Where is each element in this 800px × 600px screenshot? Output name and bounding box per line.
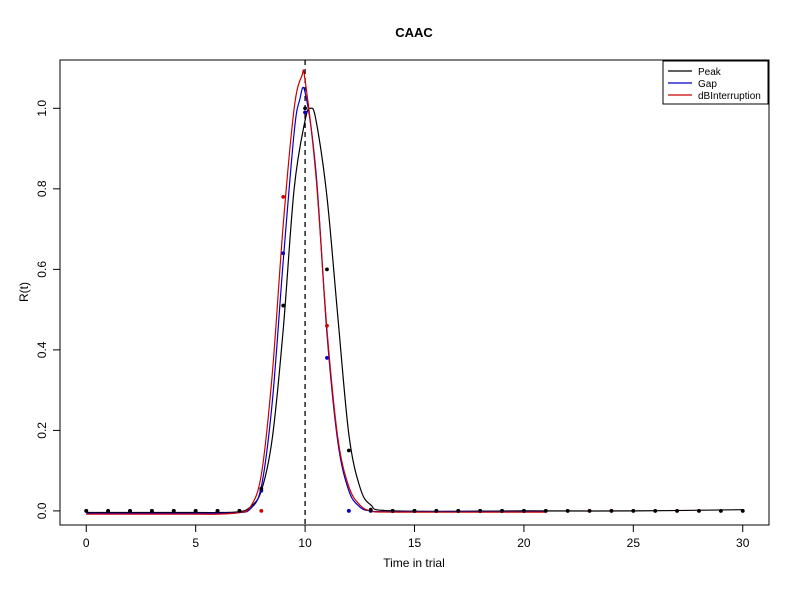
data-point-peak	[434, 509, 439, 513]
x-tick-label: 0	[83, 536, 90, 550]
data-point-gap	[303, 110, 307, 115]
data-point-peak	[543, 509, 548, 513]
chart-title: CAAC	[395, 25, 433, 40]
data-point-peak	[106, 509, 111, 513]
data-point-peak	[675, 509, 679, 513]
x-tick-label: 25	[627, 536, 641, 550]
legend-label: Gap	[698, 79, 717, 90]
data-point-peak	[478, 509, 483, 513]
data-point-peak	[346, 448, 351, 453]
plot-area	[59, 59, 770, 526]
x-axis-label: Time in trial	[383, 556, 445, 570]
data-points	[84, 106, 745, 513]
y-tick-label: 0.6	[35, 261, 49, 278]
data-point-gap	[281, 251, 286, 256]
data-point-peak	[150, 509, 154, 513]
data-point-peak	[128, 509, 132, 513]
legend-label: Peak	[698, 67, 722, 78]
x-tick-label: 5	[192, 536, 199, 550]
series-lines	[86, 69, 743, 515]
data-point-peak	[718, 509, 723, 513]
data-point-peak	[631, 509, 636, 513]
y-axis-label: R(t)	[17, 282, 31, 302]
data-point-peak	[171, 509, 176, 513]
data-point-dbinterruption	[259, 509, 264, 513]
data-point-peak	[740, 509, 745, 513]
data-point-peak	[609, 509, 614, 513]
data-point-gap	[325, 356, 329, 360]
x-tick-label: 30	[736, 536, 750, 550]
data-point-gap	[346, 509, 351, 513]
data-point-peak	[259, 486, 264, 491]
data-point-peak	[456, 509, 461, 513]
data-point-peak	[84, 509, 89, 513]
data-point-peak	[587, 509, 592, 513]
data-point-peak	[500, 509, 504, 513]
data-point-peak	[653, 509, 658, 513]
plot-frame	[59, 59, 770, 526]
data-point-peak	[281, 303, 286, 308]
data-point-dbinterruption	[281, 194, 286, 199]
y-tick-label: 0.8	[35, 180, 49, 197]
data-point-peak	[368, 507, 373, 512]
series-line-gap	[86, 86, 546, 514]
data-point-peak	[522, 509, 526, 513]
data-point-peak	[237, 509, 242, 513]
data-point-peak	[215, 509, 220, 513]
y-tick-label: 1.0	[35, 100, 49, 117]
x-axis: 0 5 10 15 20 25 30	[83, 524, 750, 550]
x-tick-label: 15	[408, 536, 422, 550]
y-axis: 0.0 0.2 0.4 0.6 0.8 1.0	[35, 100, 61, 519]
data-point-peak	[390, 509, 395, 513]
y-tick-label: 0.2	[35, 422, 49, 439]
data-point-peak	[303, 106, 307, 111]
y-tick-label: 0.4	[35, 341, 49, 358]
data-point-peak	[697, 509, 701, 513]
data-point-peak	[565, 509, 570, 513]
series-line-dbinterruption	[86, 69, 546, 515]
legend-label: dBInterruption	[698, 91, 761, 102]
series-line-peak	[86, 107, 743, 514]
data-point-dbinterruption	[325, 323, 329, 328]
y-tick-label: 0.0	[35, 502, 49, 519]
data-point-peak	[412, 509, 417, 513]
data-point-peak	[325, 267, 329, 272]
data-point-peak	[193, 509, 198, 513]
x-tick-label: 10	[298, 536, 312, 550]
x-tick-label: 20	[517, 536, 531, 550]
